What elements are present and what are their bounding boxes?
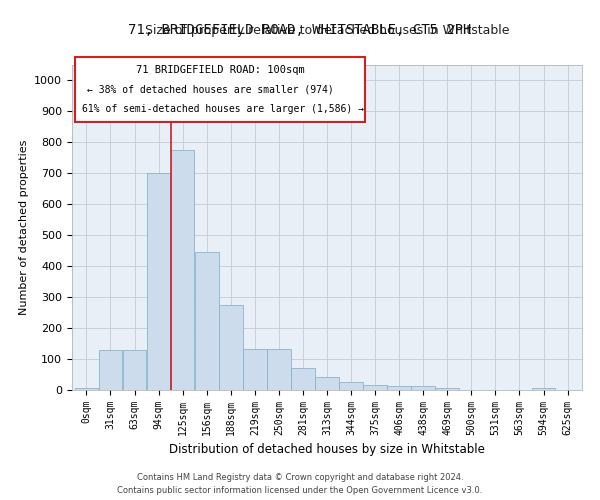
X-axis label: Distribution of detached houses by size in Whitstable: Distribution of detached houses by size …	[169, 444, 485, 456]
Bar	[267, 349, 290, 390]
Bar	[219, 305, 242, 390]
Bar	[364, 386, 387, 390]
Title: Size of property relative to detached houses in Whitstable: Size of property relative to detached ho…	[145, 24, 509, 38]
Bar	[412, 386, 435, 390]
Bar	[147, 174, 170, 390]
FancyBboxPatch shape	[74, 57, 365, 122]
Bar	[243, 349, 266, 390]
Bar	[195, 252, 218, 390]
Text: 61% of semi-detached houses are larger (1,586) →: 61% of semi-detached houses are larger (…	[82, 104, 364, 114]
Text: 71, BRIDGEFIELD ROAD, WHITSTABLE, CT5 2PH: 71, BRIDGEFIELD ROAD, WHITSTABLE, CT5 2P…	[128, 22, 472, 36]
Bar	[291, 368, 315, 390]
Bar	[171, 150, 194, 390]
Bar	[436, 388, 459, 390]
Text: Contains HM Land Registry data © Crown copyright and database right 2024.
Contai: Contains HM Land Registry data © Crown c…	[118, 474, 482, 495]
Bar	[339, 382, 363, 390]
Bar	[388, 386, 411, 390]
Bar	[74, 388, 98, 390]
Bar	[532, 388, 555, 390]
Text: 71 BRIDGEFIELD ROAD: 100sqm: 71 BRIDGEFIELD ROAD: 100sqm	[136, 65, 304, 75]
Bar	[99, 350, 122, 390]
Bar	[315, 377, 339, 390]
Bar	[123, 350, 146, 390]
Text: ← 38% of detached houses are smaller (974): ← 38% of detached houses are smaller (97…	[88, 84, 334, 94]
Y-axis label: Number of detached properties: Number of detached properties	[19, 140, 29, 315]
